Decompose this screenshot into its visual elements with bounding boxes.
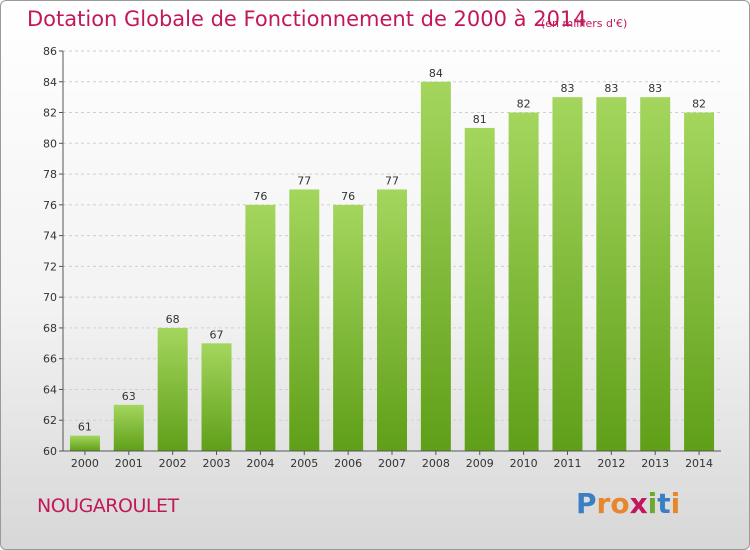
- proxiti-logo: Proxiti: [576, 487, 680, 520]
- bar: [596, 97, 627, 452]
- y-tick-label: 82: [43, 107, 57, 120]
- y-tick-label: 80: [43, 137, 57, 150]
- y-tick-label: 66: [43, 353, 57, 366]
- data-label: 81: [473, 113, 487, 126]
- y-tick-label: 64: [43, 383, 57, 396]
- y-tick-label: 72: [43, 260, 57, 273]
- data-label: 76: [253, 190, 267, 203]
- bar: [157, 327, 188, 451]
- data-label: 77: [385, 174, 399, 187]
- logo-letter: i: [647, 487, 658, 520]
- y-tick-label: 60: [43, 445, 57, 458]
- logo-letter: t: [657, 487, 671, 520]
- y-tick-label: 86: [43, 45, 57, 58]
- data-label: 63: [122, 390, 136, 403]
- chart-title: Dotation Globale de Fonctionnement de 20…: [27, 7, 587, 31]
- logo-letter: r: [596, 487, 611, 520]
- bar: [508, 112, 539, 452]
- bar: [245, 204, 276, 451]
- commune-name: NOUGAROULET: [37, 495, 179, 517]
- x-tick-label: 2004: [246, 457, 274, 470]
- x-tick-label: 2008: [422, 457, 450, 470]
- data-label: 61: [78, 421, 92, 434]
- x-tick-label: 2010: [510, 457, 538, 470]
- bar: [201, 343, 232, 451]
- x-tick-label: 2006: [334, 457, 362, 470]
- x-tick-label: 2001: [115, 457, 143, 470]
- x-tick-label: 2000: [71, 457, 99, 470]
- x-tick-label: 2005: [290, 457, 318, 470]
- y-tick-label: 62: [43, 414, 57, 427]
- y-tick-label: 68: [43, 322, 57, 335]
- bar: [552, 97, 583, 452]
- data-label: 82: [692, 98, 706, 111]
- y-axis-ticks: 60 62 64 66 68 70 72 74 76 78 80 82 84 86: [43, 45, 63, 458]
- bar: [333, 204, 364, 451]
- bar: [420, 81, 451, 452]
- bar: [377, 189, 407, 451]
- data-label: 77: [297, 174, 311, 187]
- y-tick-label: 84: [43, 76, 57, 89]
- y-tick-label: 70: [43, 291, 57, 304]
- unit-note: (en milliers d'€): [541, 17, 628, 30]
- logo-letter: o: [610, 487, 630, 520]
- logo-letter: i: [670, 487, 681, 520]
- x-axis-ticks: 2000 2001 2002 2003 2004 2005 2006 2007 2008 2009…: [71, 451, 713, 470]
- y-tick-label: 74: [43, 230, 57, 243]
- bar: [464, 127, 495, 451]
- x-tick-label: 2007: [378, 457, 406, 470]
- data-label: 67: [210, 328, 224, 341]
- x-tick-label: 2003: [203, 457, 231, 470]
- x-tick-label: 2002: [159, 457, 187, 470]
- data-labels: 61 63 68 67 76 77 76 77 84 81 82 83 83 83 82: [78, 67, 706, 434]
- y-tick-label: 76: [43, 199, 57, 212]
- bars: [69, 81, 715, 452]
- bar: [113, 404, 144, 451]
- data-label: 82: [517, 98, 531, 111]
- x-tick-label: 2014: [685, 457, 713, 470]
- y-tick-label: 78: [43, 168, 57, 181]
- x-tick-label: 2009: [466, 457, 494, 470]
- x-tick-label: 2013: [641, 457, 669, 470]
- data-label: 84: [429, 67, 443, 80]
- data-label: 83: [604, 82, 618, 95]
- bar: [69, 435, 100, 451]
- logo-letter: P: [576, 487, 597, 520]
- data-label: 76: [341, 190, 355, 203]
- bar: [289, 189, 320, 451]
- logo-letter: x: [629, 487, 648, 520]
- x-tick-label: 2011: [553, 457, 581, 470]
- bar: [684, 112, 715, 452]
- x-tick-label: 2012: [597, 457, 625, 470]
- data-label: 83: [648, 82, 662, 95]
- data-label: 68: [166, 313, 180, 326]
- data-label: 83: [560, 82, 574, 95]
- bar: [640, 97, 671, 452]
